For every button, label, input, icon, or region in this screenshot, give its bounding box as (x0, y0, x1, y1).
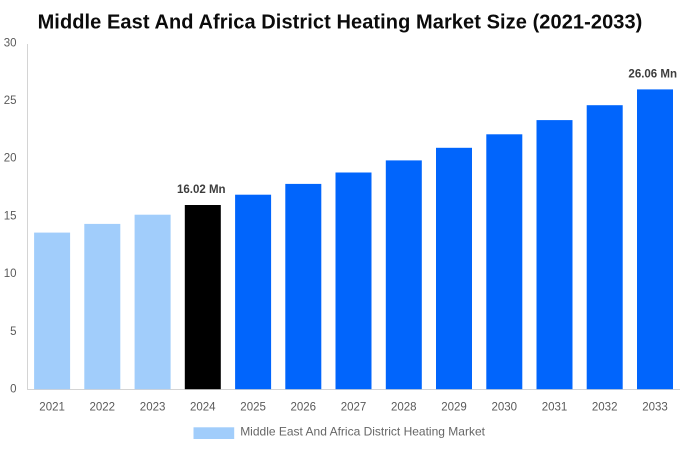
svg-text:16.02 Mn: 16.02 Mn (177, 184, 226, 196)
svg-text:2021: 2021 (39, 402, 65, 414)
svg-text:0: 0 (10, 384, 16, 396)
svg-text:2027: 2027 (341, 402, 367, 414)
svg-text:2022: 2022 (90, 402, 116, 414)
svg-text:10: 10 (4, 268, 17, 280)
svg-text:15: 15 (4, 210, 17, 222)
svg-text:2023: 2023 (140, 402, 166, 414)
svg-text:30: 30 (4, 37, 17, 49)
svg-text:2029: 2029 (441, 402, 467, 414)
svg-text:2025: 2025 (240, 402, 266, 414)
svg-text:26.06 Mn: 26.06 Mn (628, 68, 677, 80)
svg-text:2033: 2033 (642, 402, 668, 414)
svg-text:25: 25 (4, 95, 17, 107)
svg-text:20: 20 (4, 153, 17, 165)
svg-text:2031: 2031 (542, 402, 568, 414)
svg-text:Middle East And Africa Distric: Middle East And Africa District Heating … (38, 11, 643, 33)
svg-text:5: 5 (10, 326, 16, 338)
svg-text:2026: 2026 (291, 402, 317, 414)
svg-text:2024: 2024 (190, 402, 216, 414)
svg-text:Middle East And Africa Distric: Middle East And Africa District Heating … (240, 425, 485, 439)
svg-text:2030: 2030 (492, 402, 518, 414)
svg-text:2028: 2028 (391, 402, 417, 414)
svg-text:2032: 2032 (592, 402, 618, 414)
